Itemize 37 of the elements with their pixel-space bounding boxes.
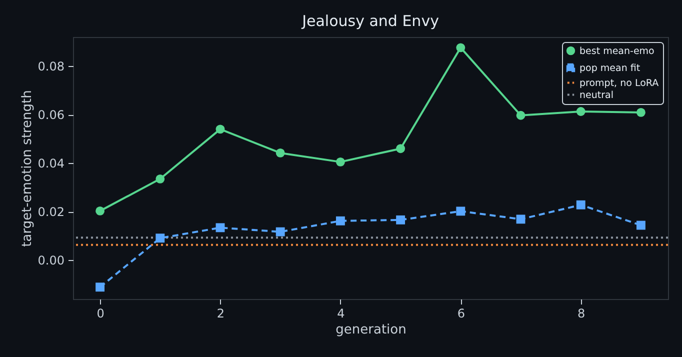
point [456,43,466,52]
y-axis-title: target-emotion strength [20,90,35,247]
point [336,157,345,166]
point [396,215,406,224]
point [216,223,225,232]
point [516,214,526,224]
point [276,148,285,158]
point [576,200,586,210]
y-tick-label: 0.02 [38,205,64,220]
y-tick-label: 0.08 [38,60,64,74]
point [216,124,225,134]
point [636,220,646,230]
legend-label: pop mean fit [580,62,640,74]
point [636,108,646,117]
legend-label: prompt, no LoRA [580,78,660,89]
x-tick-label: 6 [457,306,465,320]
point [276,227,285,236]
x-axis-title: generation [336,322,406,338]
chart-title: Jealousy and Envy [301,12,440,30]
x-tick-label: 8 [578,306,586,320]
point [156,234,165,243]
legend-label: neutral [580,90,614,101]
y-tick-label: 0.00 [38,254,64,268]
x-tick-label: 2 [216,306,225,320]
point [396,144,406,154]
point [516,110,526,120]
point [336,216,345,226]
point [96,282,105,292]
y-tick-label: 0.06 [38,108,64,122]
point [456,206,466,216]
point [156,174,165,184]
x-tick-label: 4 [337,306,345,320]
point [96,206,105,216]
point [576,107,586,116]
legend-label: best mean-emo [580,46,655,57]
x-tick-label: 0 [96,306,104,320]
y-tick-label: 0.04 [38,156,64,171]
